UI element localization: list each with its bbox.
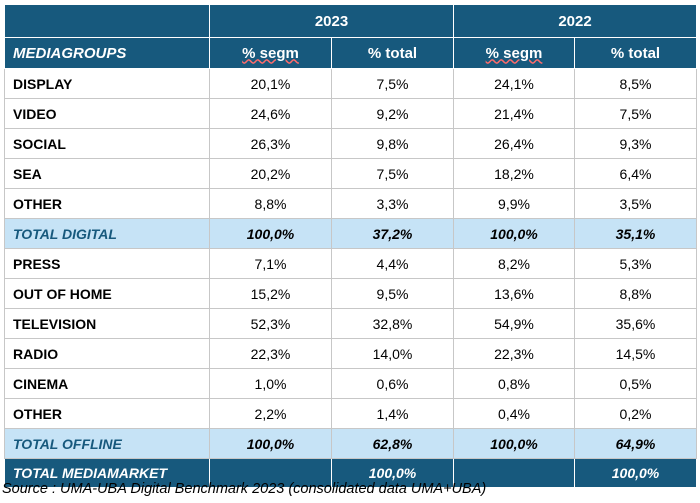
value-cell: 20,1%	[209, 68, 332, 99]
value-cell: 100,0%	[209, 218, 332, 249]
value-cell: 64,9%	[574, 428, 697, 459]
value-cell: 52,3%	[209, 308, 332, 339]
value-cell: 100,0%	[453, 428, 575, 459]
value-cell: 0,8%	[453, 368, 575, 399]
value-cell: 0,5%	[574, 368, 697, 399]
value-cell: 14,0%	[331, 338, 454, 369]
row-label: SOCIAL	[4, 128, 210, 159]
value-cell: 9,8%	[331, 128, 454, 159]
value-cell: 62,8%	[331, 428, 454, 459]
value-cell: 8,8%	[209, 188, 332, 219]
value-cell: 7,5%	[331, 68, 454, 99]
row-label: SEA	[4, 158, 210, 189]
value-cell: 22,3%	[453, 338, 575, 369]
value-cell: 7,5%	[574, 98, 697, 129]
value-cell: 15,2%	[209, 278, 332, 309]
value-cell: 7,5%	[331, 158, 454, 189]
value-cell: 8,5%	[574, 68, 697, 99]
table-row: SEA 20,2% 7,5% 18,2% 6,4%	[4, 158, 697, 189]
value-cell: 9,3%	[574, 128, 697, 159]
value-cell: 26,4%	[453, 128, 575, 159]
value-cell: 14,5%	[574, 338, 697, 369]
value-cell: 5,3%	[574, 248, 697, 279]
column-header-row: MEDIAGROUPS % segm % total % segm % tota…	[4, 37, 697, 69]
value-cell: 22,3%	[209, 338, 332, 369]
value-cell: 9,2%	[331, 98, 454, 129]
value-cell: 1,0%	[209, 368, 332, 399]
value-cell: 0,2%	[574, 398, 697, 429]
row-label: PRESS	[4, 248, 210, 279]
value-cell: 3,3%	[331, 188, 454, 219]
total-2022-header: % total	[574, 37, 697, 69]
table-row: CINEMA 1,0% 0,6% 0,8% 0,5%	[4, 368, 697, 399]
row-label: RADIO	[4, 338, 210, 369]
value-cell: 32,8%	[331, 308, 454, 339]
value-cell: 7,1%	[209, 248, 332, 279]
total-2023-header: % total	[331, 37, 454, 69]
value-cell: 4,4%	[331, 248, 454, 279]
empty-header-cell	[4, 4, 210, 38]
value-cell: 24,6%	[209, 98, 332, 129]
row-label: CINEMA	[4, 368, 210, 399]
table-row: SOCIAL 26,3% 9,8% 26,4% 9,3%	[4, 128, 697, 159]
row-label: DISPLAY	[4, 68, 210, 99]
row-label: OTHER	[4, 188, 210, 219]
value-cell: 20,2%	[209, 158, 332, 189]
total-offline-row: TOTAL OFFLINE 100,0% 62,8% 100,0% 64,9%	[4, 428, 697, 459]
value-cell: 13,6%	[453, 278, 575, 309]
row-label: TOTAL DIGITAL	[4, 218, 210, 249]
value-cell: 6,4%	[574, 158, 697, 189]
row-label: OTHER	[4, 398, 210, 429]
value-cell: 100,0%	[453, 218, 575, 249]
year-header-row: 2023 2022	[4, 4, 697, 38]
value-cell: 100,0%	[574, 458, 697, 488]
total-mediamarket-row: TOTAL MEDIAMARKET 100,0% 100,0%	[4, 458, 697, 488]
value-cell: 9,9%	[453, 188, 575, 219]
table-row: OTHER 8,8% 3,3% 9,9% 3,5%	[4, 188, 697, 219]
source-note: Source : UMA-UBA Digital Benchmark 2023 …	[2, 481, 487, 497]
row-label: VIDEO	[4, 98, 210, 129]
row-label: TELEVISION	[4, 308, 210, 339]
value-cell: 8,2%	[453, 248, 575, 279]
value-cell: 9,5%	[331, 278, 454, 309]
value-cell: 21,4%	[453, 98, 575, 129]
value-cell: 2,2%	[209, 398, 332, 429]
mediagroups-header: MEDIAGROUPS	[4, 37, 210, 69]
total-digital-row: TOTAL DIGITAL 100,0% 37,2% 100,0% 35,1%	[4, 218, 697, 249]
segm-2022-header: % segm	[453, 37, 575, 69]
value-cell: 0,4%	[453, 398, 575, 429]
media-market-table: 2023 2022 MEDIAGROUPS % segm % total % s…	[4, 4, 697, 488]
value-cell: 100,0%	[209, 428, 332, 459]
segm-2023-header: % segm	[209, 37, 332, 69]
table-row: PRESS 7,1% 4,4% 8,2% 5,3%	[4, 248, 697, 279]
table-row: RADIO 22,3% 14,0% 22,3% 14,5%	[4, 338, 697, 369]
row-label: TOTAL OFFLINE	[4, 428, 210, 459]
value-cell: 24,1%	[453, 68, 575, 99]
year-2023-header: 2023	[209, 4, 454, 38]
value-cell: 0,6%	[331, 368, 454, 399]
value-cell: 26,3%	[209, 128, 332, 159]
value-cell: 1,4%	[331, 398, 454, 429]
value-cell: 8,8%	[574, 278, 697, 309]
value-cell: 35,1%	[574, 218, 697, 249]
row-label: TOTAL MEDIAMARKET	[4, 458, 210, 488]
table-row: OTHER 2,2% 1,4% 0,4% 0,2%	[4, 398, 697, 429]
value-cell: 37,2%	[331, 218, 454, 249]
value-cell: 35,6%	[574, 308, 697, 339]
table-row: VIDEO 24,6% 9,2% 21,4% 7,5%	[4, 98, 697, 129]
value-cell: 3,5%	[574, 188, 697, 219]
value-cell: 18,2%	[453, 158, 575, 189]
table-row: TELEVISION 52,3% 32,8% 54,9% 35,6%	[4, 308, 697, 339]
value-cell	[453, 458, 575, 488]
value-cell: 54,9%	[453, 308, 575, 339]
table-row: DISPLAY 20,1% 7,5% 24,1% 8,5%	[4, 68, 697, 99]
year-2022-header: 2022	[453, 4, 697, 38]
row-label: OUT OF HOME	[4, 278, 210, 309]
table-row: OUT OF HOME 15,2% 9,5% 13,6% 8,8%	[4, 278, 697, 309]
value-cell: 100,0%	[331, 458, 454, 488]
